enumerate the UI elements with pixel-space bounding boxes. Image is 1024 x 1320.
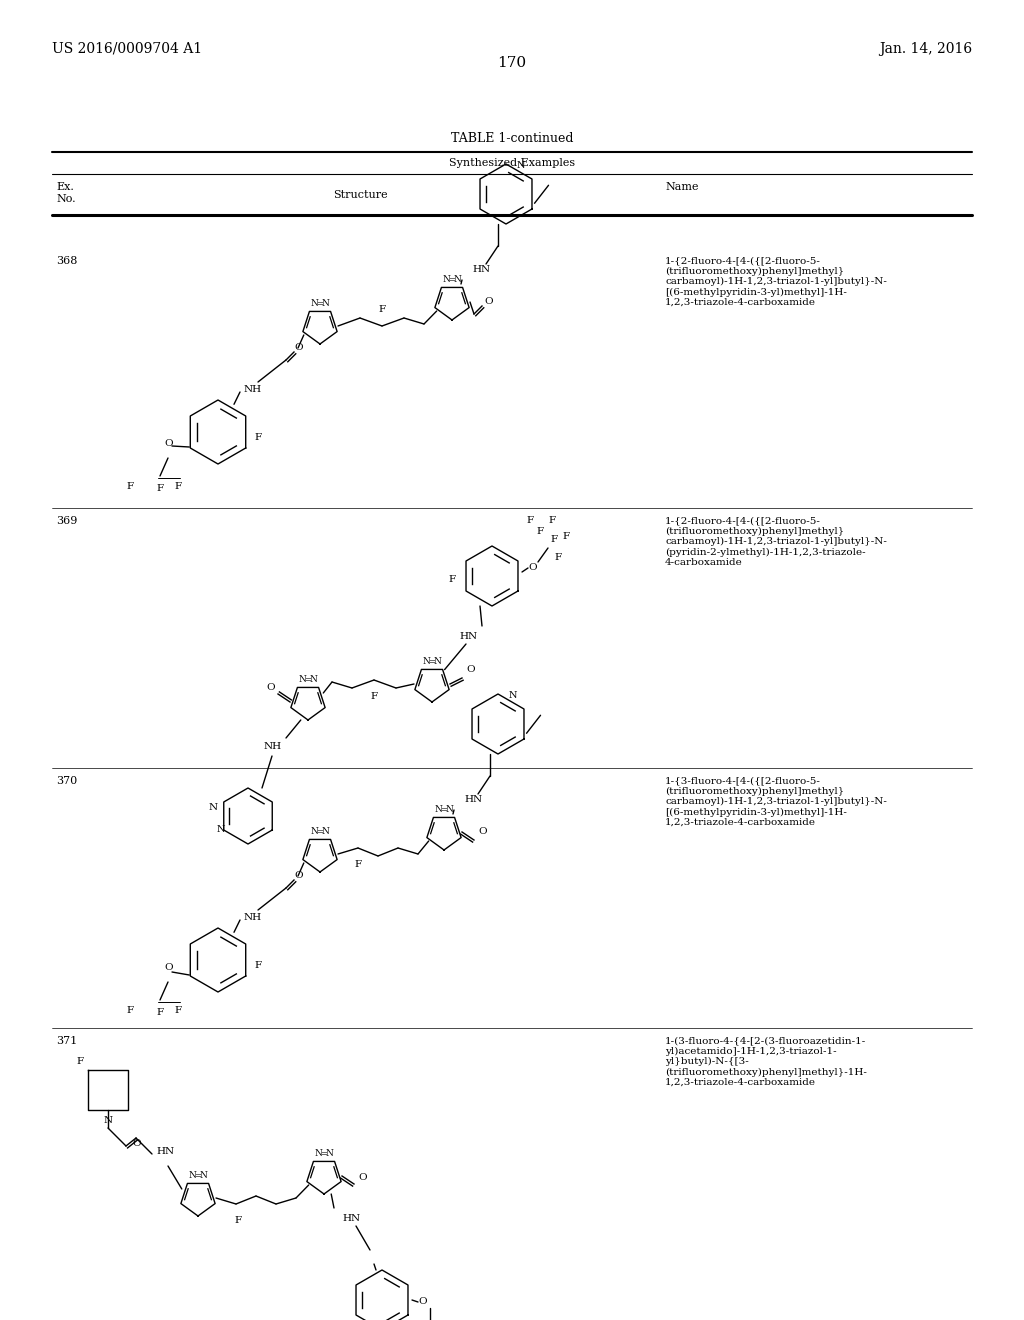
- Text: N: N: [433, 657, 441, 667]
- Text: N: N: [434, 805, 442, 814]
- Text: N: N: [445, 805, 454, 814]
- Text: N: N: [209, 804, 218, 813]
- Text: Jan. 14, 2016: Jan. 14, 2016: [879, 42, 972, 55]
- Text: F: F: [554, 553, 561, 562]
- Text: F: F: [174, 1006, 181, 1015]
- Text: =: =: [316, 828, 324, 836]
- Text: O: O: [266, 684, 274, 693]
- Text: =: =: [304, 676, 311, 684]
- Text: Synthesized Examples: Synthesized Examples: [449, 158, 575, 168]
- Text: O: O: [164, 964, 173, 973]
- Text: F: F: [549, 516, 556, 525]
- Text: F: F: [126, 482, 133, 491]
- Text: F: F: [550, 536, 557, 544]
- Text: F: F: [526, 516, 534, 525]
- Text: N: N: [326, 1150, 334, 1159]
- Text: HN: HN: [472, 265, 490, 275]
- Text: 368: 368: [56, 256, 78, 267]
- Text: 369: 369: [56, 516, 78, 525]
- Text: NH: NH: [244, 385, 262, 395]
- Text: N: N: [423, 657, 430, 667]
- Text: O: O: [528, 564, 537, 573]
- Text: =: =: [321, 1150, 328, 1158]
- Text: No.: No.: [56, 194, 76, 205]
- Text: N: N: [217, 825, 225, 834]
- Text: 1-{3-fluoro-4-[4-({[2-fluoro-5-
(trifluoromethoxy)phenyl]methyl}
carbamoyl)-1H-1: 1-{3-fluoro-4-[4-({[2-fluoro-5- (trifluo…: [665, 776, 887, 828]
- Text: HN: HN: [156, 1147, 174, 1156]
- Text: F: F: [371, 692, 378, 701]
- Text: HN: HN: [460, 632, 478, 642]
- Text: F: F: [562, 532, 569, 541]
- Text: N: N: [322, 828, 330, 837]
- Text: 370: 370: [56, 776, 77, 785]
- Text: F: F: [254, 433, 261, 441]
- Text: 1-(3-fluoro-4-{4-[2-(3-fluoroazetidin-1-
yl)acetamido]-1H-1,2,3-triazol-1-
yl}bu: 1-(3-fluoro-4-{4-[2-(3-fluoroazetidin-1-…: [665, 1036, 867, 1088]
- Text: O: O: [478, 828, 486, 837]
- Text: F: F: [77, 1057, 84, 1067]
- Text: F: F: [354, 861, 361, 869]
- Text: N: N: [188, 1172, 197, 1180]
- Text: Structure: Structure: [333, 190, 387, 201]
- Text: 371: 371: [56, 1036, 77, 1045]
- Text: F: F: [379, 305, 386, 314]
- Text: N: N: [442, 276, 451, 285]
- Text: F: F: [157, 484, 164, 492]
- Text: NH: NH: [264, 742, 282, 751]
- Text: 1-{2-fluoro-4-[4-({[2-fluoro-5-
(trifluoromethoxy)phenyl]methyl}
carbamoyl)-1H-1: 1-{2-fluoro-4-[4-({[2-fluoro-5- (trifluo…: [665, 256, 887, 308]
- Text: NH: NH: [244, 913, 262, 923]
- Text: N: N: [508, 690, 517, 700]
- Text: N: N: [200, 1172, 207, 1180]
- Text: F: F: [234, 1216, 242, 1225]
- Text: 170: 170: [498, 55, 526, 70]
- Text: N: N: [310, 828, 318, 837]
- Text: =: =: [449, 276, 456, 284]
- Text: O: O: [418, 1298, 427, 1307]
- Text: F: F: [157, 1008, 164, 1016]
- Text: N: N: [454, 276, 462, 285]
- Text: N: N: [314, 1150, 323, 1159]
- Text: N: N: [516, 161, 524, 170]
- Text: N: N: [310, 300, 318, 309]
- Text: N: N: [299, 676, 306, 685]
- Text: O: O: [294, 343, 303, 352]
- Text: O: O: [164, 440, 173, 449]
- Text: =: =: [440, 807, 447, 814]
- Text: N: N: [309, 676, 317, 685]
- Text: =: =: [316, 300, 324, 308]
- Text: =: =: [428, 657, 435, 667]
- Text: O: O: [358, 1173, 367, 1183]
- Text: 1-{2-fluoro-4-[4-({[2-fluoro-5-
(trifluoromethoxy)phenyl]methyl}
carbamoyl)-1H-1: 1-{2-fluoro-4-[4-({[2-fluoro-5- (trifluo…: [665, 516, 887, 568]
- Text: N: N: [322, 300, 330, 309]
- Text: O: O: [132, 1139, 140, 1148]
- Text: Ex.: Ex.: [56, 182, 74, 191]
- Text: F: F: [536, 528, 543, 536]
- Text: O: O: [466, 665, 475, 675]
- Text: F: F: [254, 961, 261, 969]
- Text: US 2016/0009704 A1: US 2016/0009704 A1: [52, 42, 202, 55]
- Text: F: F: [449, 576, 456, 585]
- Text: F: F: [126, 1006, 133, 1015]
- Text: =: =: [195, 1172, 202, 1180]
- Text: F: F: [174, 482, 181, 491]
- Text: TABLE 1-continued: TABLE 1-continued: [451, 132, 573, 145]
- Text: O: O: [484, 297, 493, 306]
- Text: O: O: [294, 871, 303, 880]
- Text: N: N: [103, 1115, 113, 1125]
- Text: Name: Name: [665, 182, 698, 191]
- Text: HN: HN: [342, 1214, 360, 1224]
- Text: HN: HN: [464, 796, 482, 804]
